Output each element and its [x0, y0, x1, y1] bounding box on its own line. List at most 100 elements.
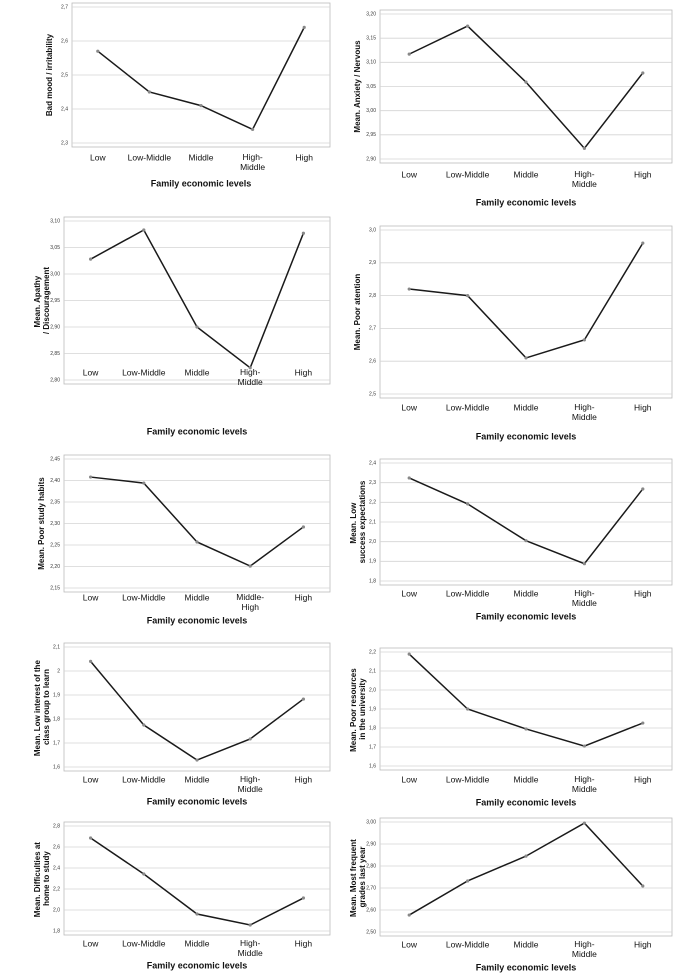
y-tick-label: 3,05 — [366, 84, 376, 90]
data-point — [582, 562, 587, 566]
data-line — [409, 242, 644, 359]
y-tick-label: 2,20 — [50, 564, 60, 570]
y-tick-label: 2,2 — [369, 649, 376, 655]
y-tick-label: 1,8 — [53, 716, 60, 722]
y-tick-label: 3,20 — [366, 11, 376, 17]
data-point — [195, 540, 199, 544]
data-line — [408, 477, 644, 565]
data-point — [407, 287, 411, 291]
y-tick-label: 3,00 — [50, 271, 60, 277]
y-tick-label: 2,85 — [50, 351, 60, 357]
y-tick-label: 2,80 — [366, 863, 376, 869]
y-tick-label: 1,7 — [53, 740, 60, 746]
x-axis-title: Family economic levels — [476, 431, 577, 441]
y-tick-label: 2,90 — [366, 841, 376, 847]
x-tick-label: Middle — [513, 169, 538, 179]
data-point — [524, 854, 528, 858]
y-tick-label: 1,6 — [369, 763, 376, 769]
x-tick-label: Low-Middle — [122, 367, 166, 377]
x-tick-label: High — [634, 402, 652, 412]
y-tick-label: 2,5 — [369, 391, 376, 397]
data-point — [248, 564, 252, 568]
y-tick-label: 3,05 — [50, 245, 60, 251]
y-tick-label: 2,3 — [369, 480, 376, 486]
x-tick-label: Low — [401, 588, 417, 598]
data-point — [407, 476, 411, 480]
x-tick-label: Low-Middle — [122, 774, 166, 784]
y-tick-label: 1,9 — [369, 706, 376, 712]
data-point — [466, 707, 470, 711]
x-tick-label: Middle — [184, 592, 209, 602]
x-axis-title: Family economic levels — [147, 960, 248, 970]
data-point — [199, 104, 203, 108]
y-tick-label: 1,8 — [53, 928, 60, 934]
y-tick-label: 2,3 — [61, 140, 68, 146]
data-line — [408, 25, 644, 150]
x-axis-title: Family economic levels — [147, 426, 248, 436]
y-tick-label: 2,6 — [61, 38, 68, 44]
y-tick-label: 2,0 — [369, 539, 376, 545]
y-axis-title: Mean. Low interest of the class group to… — [33, 658, 51, 756]
x-tick-label: Low-Middle — [446, 939, 490, 949]
data-point — [89, 257, 93, 261]
data-point — [641, 884, 645, 888]
data-point — [524, 727, 528, 731]
x-tick-label: High — [634, 588, 652, 598]
y-tick-label: 2,6 — [369, 359, 376, 365]
y-tick-label: 2,95 — [366, 132, 376, 138]
data-point — [251, 127, 255, 131]
data-point — [407, 652, 411, 656]
y-axis-title: Mean. Difficulties at home to study — [33, 840, 51, 917]
y-tick-label: 3,00 — [366, 819, 376, 825]
y-tick-label: 2,9 — [369, 260, 376, 266]
data-point — [407, 52, 411, 56]
x-tick-label: Low-Middle — [446, 588, 490, 598]
y-tick-label: 2,1 — [369, 668, 376, 674]
y-tick-label: 2,70 — [366, 885, 376, 891]
data-point — [466, 879, 470, 883]
x-axis-title: Family economic levels — [147, 796, 248, 806]
data-point — [248, 737, 252, 741]
y-tick-label: 2,90 — [366, 156, 376, 162]
data-line — [90, 476, 304, 567]
data-point — [195, 912, 199, 916]
x-axis-title: Family economic levels — [476, 797, 577, 807]
x-tick-label: Low — [401, 774, 417, 784]
data-point — [142, 872, 146, 876]
data-point — [582, 338, 587, 342]
y-tick-label: 2,80 — [50, 377, 60, 383]
y-tick-label: 2,30 — [50, 521, 60, 527]
x-tick-label: Middle — [188, 152, 213, 162]
x-tick-label: High-Middle — [572, 402, 597, 422]
x-tick-label: Low-Middle — [128, 152, 172, 162]
x-tick-label: Middle — [513, 939, 538, 949]
y-tick-label: 2,4 — [61, 106, 68, 112]
data-point — [524, 356, 528, 360]
data-point — [96, 49, 100, 53]
x-axis-title: Family economic levels — [476, 197, 577, 207]
x-tick-label: Middle — [184, 774, 209, 784]
x-axis-title: Family economic levels — [147, 615, 248, 625]
x-tick-label: High-Middle — [238, 774, 263, 794]
y-tick-label: 2,60 — [366, 907, 376, 913]
x-tick-label: High — [295, 774, 313, 784]
data-line — [90, 837, 304, 926]
x-axis-title: Family economic levels — [476, 962, 577, 972]
x-tick-label: High-Middle — [572, 588, 597, 608]
y-tick-label: 3,0 — [369, 227, 376, 233]
y-tick-label: 2 — [57, 668, 60, 674]
y-tick-label: 2,45 — [50, 456, 60, 462]
y-axis-title: Mean. Poor study habits — [37, 477, 46, 570]
data-point — [524, 539, 528, 543]
data-point — [582, 821, 587, 825]
y-tick-label: 2,8 — [53, 823, 60, 829]
data-point — [641, 71, 645, 75]
y-tick-label: 2,1 — [369, 519, 376, 525]
y-tick-label: 1,9 — [53, 692, 60, 698]
y-tick-label: 1,9 — [369, 559, 376, 565]
x-tick-label: Low — [401, 169, 417, 179]
y-axis-title: Mean. Most frequent grades last year — [349, 837, 367, 917]
x-tick-label: Low-Middle — [446, 169, 490, 179]
y-tick-label: 1,6 — [53, 764, 60, 770]
y-tick-label: 2,25 — [50, 542, 60, 548]
